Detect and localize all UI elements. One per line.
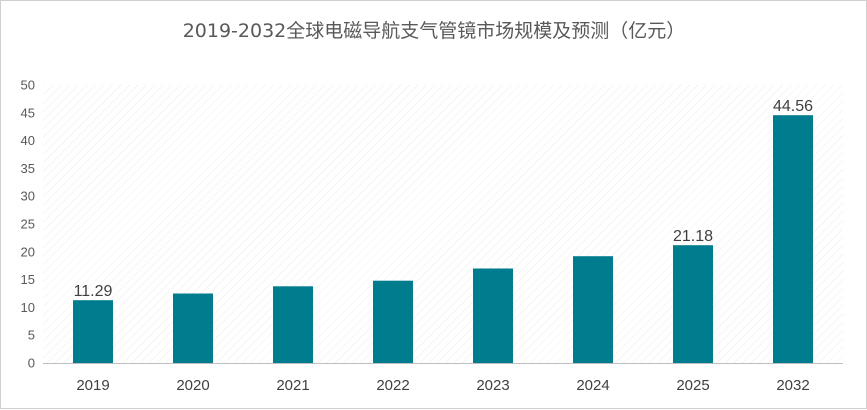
bar-2019: [73, 300, 113, 363]
y-tick-label: 10: [21, 300, 35, 315]
x-axis-labels: 2019 2020 2021 2022 2023 2024 2025 2032: [76, 377, 809, 394]
data-labels: 11.29 21.18 44.56: [74, 98, 814, 300]
y-axis: 0 5 10 15 20 25 30 35 40 45 50: [21, 78, 35, 371]
y-tick-label: 20: [21, 244, 35, 259]
plot-background: [43, 85, 843, 363]
bar-2020: [173, 293, 213, 363]
bars: [73, 115, 813, 363]
bar-2024: [573, 256, 613, 363]
bar-2021: [273, 286, 313, 363]
chart-title: 2019-2032全球电磁导航支气管镜市场规模及预测（亿元）: [183, 20, 686, 42]
x-tick-label: 2025: [676, 377, 709, 394]
x-tick-label: 2021: [276, 377, 309, 394]
y-tick-label: 0: [28, 356, 35, 371]
y-tick-label: 35: [21, 161, 35, 176]
x-tick-label: 2019: [76, 377, 109, 394]
bar-2022: [373, 280, 413, 363]
y-tick-label: 30: [21, 189, 35, 204]
bar-2025: [673, 245, 713, 363]
data-label-2025: 21.18: [673, 228, 713, 245]
y-tick-label: 45: [21, 105, 35, 120]
bar-2023: [473, 268, 513, 363]
data-label-2019: 11.29: [74, 283, 113, 300]
y-tick-label: 15: [21, 272, 35, 287]
bar-2032: [773, 115, 813, 363]
x-tick-label: 2023: [476, 377, 509, 394]
x-tick-label: 2032: [776, 377, 809, 394]
y-tick-label: 50: [21, 78, 35, 93]
x-tick-label: 2024: [576, 377, 609, 394]
y-tick-label: 5: [28, 328, 35, 343]
x-tick-label: 2020: [176, 377, 209, 394]
x-tick-label: 2022: [376, 377, 409, 394]
y-tick-label: 25: [21, 217, 35, 232]
data-label-2032: 44.56: [773, 98, 813, 115]
y-tick-label: 40: [21, 133, 35, 148]
